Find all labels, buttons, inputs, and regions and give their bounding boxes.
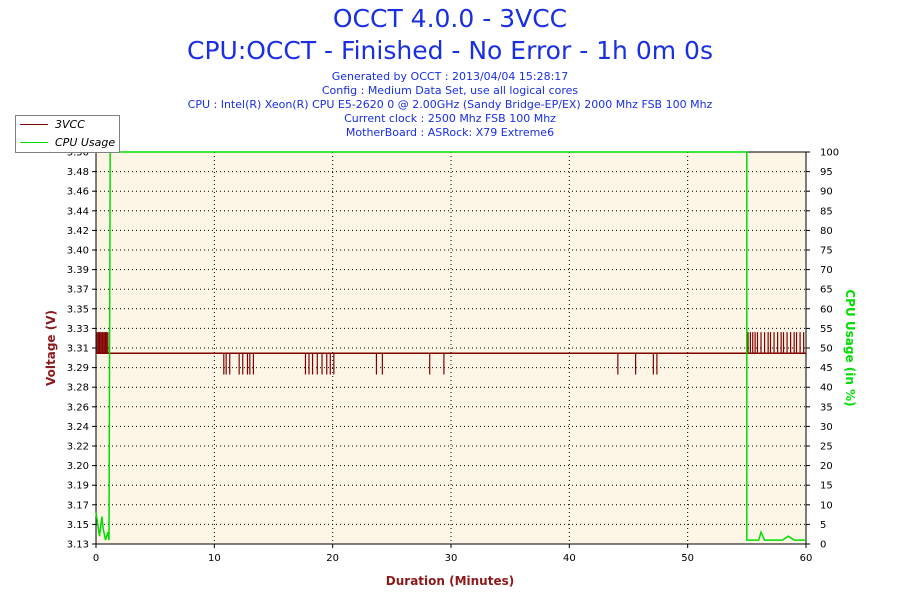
x-tick-label: 0 xyxy=(93,553,99,564)
series-cpu-usage-line xyxy=(95,151,806,541)
y-left-tick-label: 3.33 xyxy=(67,324,89,335)
legend-swatch-cpu-usage xyxy=(20,141,48,143)
y-left-tick-label: 3.40 xyxy=(67,246,89,257)
y-left-axis-label: Voltage (V) xyxy=(44,310,58,386)
x-tick-label: 50 xyxy=(681,553,694,564)
y-right-tick-label: 80 xyxy=(820,226,833,237)
y-left-tick-label: 3.42 xyxy=(67,226,89,237)
y-right-tick-label: 95 xyxy=(820,167,833,178)
y-left-tick-label: 3.37 xyxy=(67,285,89,296)
y-right-tick-label: 75 xyxy=(820,246,833,257)
y-left-tick-label: 3.13 xyxy=(67,540,89,551)
y-right-tick-label: 90 xyxy=(820,187,833,198)
y-right-tick-label: 70 xyxy=(820,265,833,276)
legend-label-cpu-usage: CPU Usage xyxy=(55,135,116,149)
info-motherboard: MotherBoard : ASRock: X79 Extreme6 xyxy=(345,126,555,139)
info-generated: Generated by OCCT : 2013/04/04 15:28:17 xyxy=(331,70,569,83)
y-right-tick-label: 35 xyxy=(820,402,833,413)
y-left-tick-label: 3.31 xyxy=(67,344,89,355)
y-right-tick-label: 40 xyxy=(820,383,833,394)
y-left-tick-label: 3.20 xyxy=(67,461,89,472)
info-config: Config : Medium Data Set, use all logica… xyxy=(321,84,579,97)
y-right-tick-label: 50 xyxy=(820,344,833,355)
y-right-tick-label: 20 xyxy=(820,461,833,472)
y-left-tick-label: 3.19 xyxy=(67,481,89,492)
y-left-tick-label: 3.44 xyxy=(67,206,89,217)
y-right-tick-label: 30 xyxy=(820,422,833,433)
y-right-axis-label: CPU Usage (in %) xyxy=(843,289,857,406)
y-left-tick-label: 3.50 xyxy=(67,148,89,159)
y-right-tick-label: 65 xyxy=(820,285,833,296)
legend-item-3vcc: 3VCC xyxy=(20,116,85,132)
y-right-tick-label: 15 xyxy=(820,481,833,492)
y-left-tick-label: 3.29 xyxy=(67,363,89,374)
x-tick-label: 30 xyxy=(445,553,458,564)
y-left-tick-label: 3.35 xyxy=(67,304,89,315)
x-tick-label: 40 xyxy=(563,553,576,564)
y-right-tick-label: 60 xyxy=(820,304,833,315)
legend-label-3vcc: 3VCC xyxy=(55,117,85,131)
y-right-tick-label: 55 xyxy=(820,324,833,335)
x-axis-label: Duration (Minutes) xyxy=(386,574,514,588)
x-tick-label: 60 xyxy=(800,553,813,564)
y-left-tick-label: 3.48 xyxy=(67,167,89,178)
y-right-tick-label: 45 xyxy=(820,363,833,374)
y-right-tick-label: 25 xyxy=(820,442,833,453)
y-left-tick-label: 3.46 xyxy=(67,187,89,198)
y-right-tick-label: 100 xyxy=(820,148,839,159)
y-left-tick-label: 3.26 xyxy=(67,402,89,413)
legend-item-cpu-usage: CPU Usage xyxy=(20,134,115,150)
info-clock: Current clock : 2500 Mhz FSB 100 Mhz xyxy=(344,112,556,125)
y-right-tick-label: 0 xyxy=(820,540,826,551)
chart-title: OCCT 4.0.0 - 3VCC xyxy=(332,4,568,33)
y-left-tick-label: 3.28 xyxy=(67,383,89,394)
y-left-tick-label: 3.22 xyxy=(67,442,89,453)
x-tick-label: 10 xyxy=(208,553,221,564)
y-left-tick-label: 3.39 xyxy=(67,265,89,276)
y-left-tick-label: 3.17 xyxy=(67,500,89,511)
y-left-tick-label: 3.15 xyxy=(67,520,89,531)
chart-legend: 3VCC CPU Usage xyxy=(15,115,120,153)
y-left-tick-label: 3.24 xyxy=(67,422,89,433)
legend-swatch-3vcc xyxy=(20,123,48,125)
y-right-tick-label: 5 xyxy=(820,520,826,531)
x-tick-label: 20 xyxy=(326,553,339,564)
chart-subtitle: CPU:OCCT - Finished - No Error - 1h 0m 0… xyxy=(187,36,713,65)
y-right-tick-label: 85 xyxy=(820,206,833,217)
info-cpu: CPU : Intel(R) Xeon(R) CPU E5-2620 0 @ 2… xyxy=(187,98,713,111)
y-right-tick-label: 10 xyxy=(820,500,833,511)
